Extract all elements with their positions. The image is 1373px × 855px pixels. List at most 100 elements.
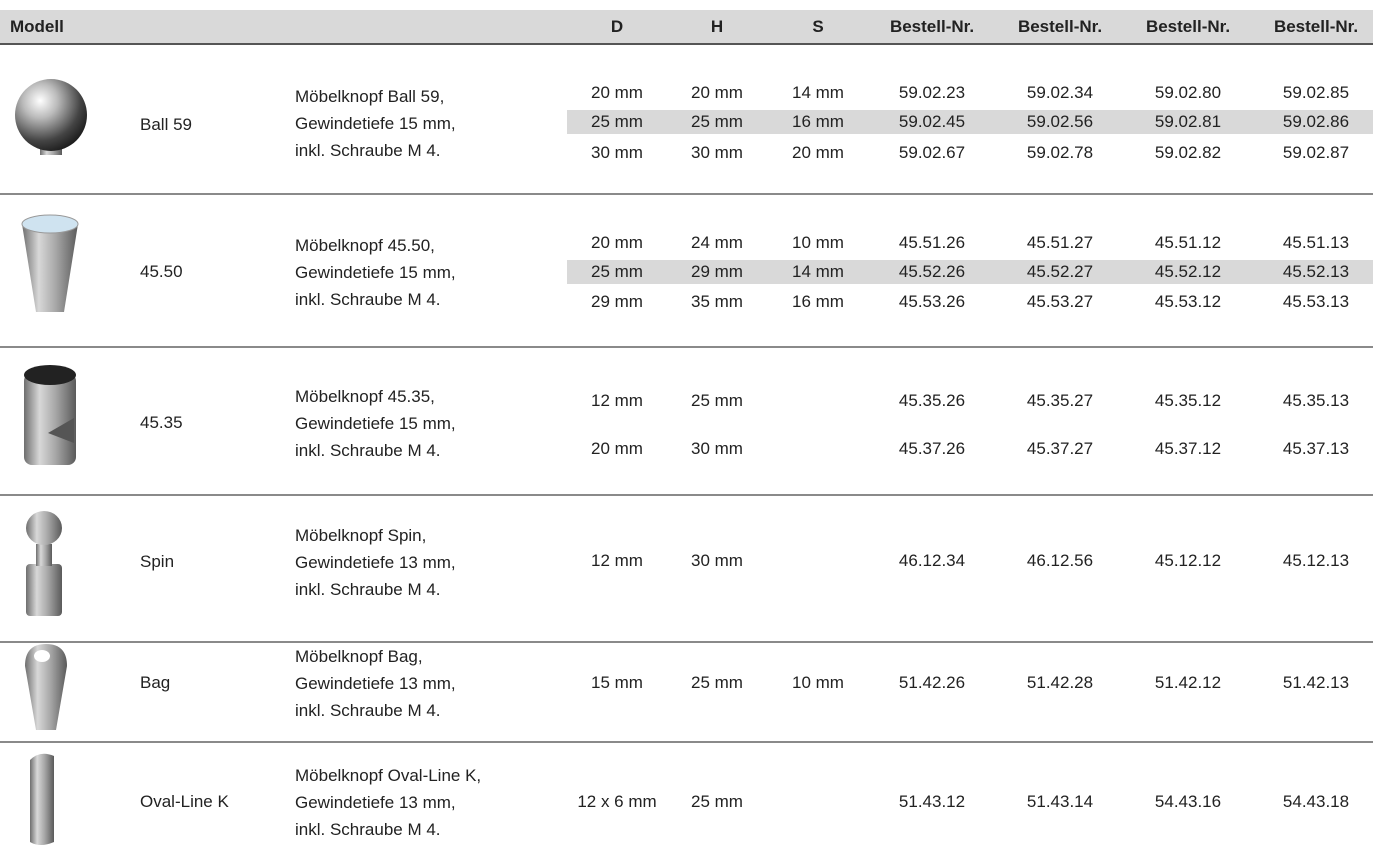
order-number: 59.02.45 — [898, 112, 966, 131]
order-number: 51.43.12 — [898, 792, 966, 811]
dimension-d: 12 mm — [591, 551, 643, 570]
description-line: Möbelknopf Ball 59, — [295, 87, 445, 106]
dimension-d: 29 mm — [591, 292, 643, 311]
order-number: 59.02.56 — [1026, 112, 1094, 131]
order-number: 45.37.26 — [898, 439, 966, 458]
header-cell: Bestell-Nr. — [1145, 17, 1231, 36]
dimension-d: 25 mm — [591, 112, 643, 131]
description-line: inkl. Schraube M 4. — [295, 820, 441, 839]
description-line: inkl. Schraube M 4. — [295, 141, 441, 160]
dimension-d: 12 mm — [591, 391, 643, 410]
description-line: Gewindetiefe 15 mm, — [295, 114, 456, 133]
product-name: 45.50 — [140, 262, 183, 281]
dimension-s: 10 mm — [792, 233, 844, 252]
order-number: 45.35.27 — [1026, 391, 1094, 410]
header-cell: Bestell-Nr. — [1017, 17, 1103, 36]
description-line: Möbelknopf 45.50, — [295, 236, 435, 255]
order-number: 46.12.34 — [898, 551, 966, 570]
product-image — [26, 511, 62, 616]
description-line: inkl. Schraube M 4. — [295, 701, 441, 720]
dimension-d: 20 mm — [591, 233, 643, 252]
dimension-d: 20 mm — [591, 439, 643, 458]
order-number: 59.02.78 — [1026, 143, 1094, 162]
dimension-h: 30 mm — [691, 143, 743, 162]
product-image — [24, 365, 76, 465]
header-cell: Modell — [10, 17, 64, 36]
product-image — [15, 79, 87, 155]
dimension-d: 20 mm — [591, 83, 643, 102]
description-line: Möbelknopf Bag, — [295, 647, 423, 666]
dimension-h: 29 mm — [691, 262, 743, 281]
order-number: 45.35.12 — [1154, 391, 1222, 410]
product-name: Spin — [140, 552, 175, 571]
dimension-h: 30 mm — [691, 551, 743, 570]
separator — [0, 346, 1373, 348]
header-cell: D — [610, 17, 624, 36]
description-line: Gewindetiefe 13 mm, — [295, 674, 456, 693]
order-number: 54.43.16 — [1154, 792, 1222, 811]
order-number: 59.02.81 — [1154, 112, 1222, 131]
dimension-h: 20 mm — [691, 83, 743, 102]
dimension-s: 10 mm — [792, 673, 844, 692]
order-number: 51.43.14 — [1026, 792, 1094, 811]
order-number: 45.51.26 — [898, 233, 966, 252]
order-number: 59.02.86 — [1282, 112, 1350, 131]
header-band — [0, 10, 1373, 43]
dimension-d: 12 x 6 mm — [577, 792, 657, 811]
order-number: 45.35.26 — [898, 391, 966, 410]
separator — [0, 193, 1373, 195]
dimension-h: 30 mm — [691, 439, 743, 458]
description-line: inkl. Schraube M 4. — [295, 290, 441, 309]
order-number: 45.53.27 — [1026, 292, 1094, 311]
description-line: Gewindetiefe 13 mm, — [295, 793, 456, 812]
dimension-h: 24 mm — [691, 233, 743, 252]
dimension-d: 25 mm — [591, 262, 643, 281]
header-cell: Bestell-Nr. — [1273, 17, 1359, 36]
order-number: 45.12.13 — [1282, 551, 1350, 570]
dimension-s: 14 mm — [792, 262, 844, 281]
separator — [0, 741, 1373, 743]
dimension-h: 25 mm — [691, 112, 743, 131]
description-line: Gewindetiefe 13 mm, — [295, 553, 456, 572]
dimension-s: 14 mm — [792, 83, 844, 102]
description-line: Möbelknopf Oval-Line K, — [295, 766, 482, 785]
product-image — [25, 644, 67, 730]
description-line: Gewindetiefe 15 mm, — [295, 414, 456, 433]
dimension-s: 16 mm — [792, 292, 844, 311]
order-number: 45.12.12 — [1154, 551, 1222, 570]
order-number: 45.51.12 — [1154, 233, 1222, 252]
description-line: inkl. Schraube M 4. — [295, 580, 441, 599]
description-line: Möbelknopf 45.35, — [295, 387, 435, 406]
row-highlight — [567, 260, 1373, 284]
product-image — [21, 214, 79, 312]
order-number: 59.02.80 — [1154, 83, 1222, 102]
order-number: 45.51.13 — [1282, 233, 1350, 252]
order-number: 45.52.13 — [1282, 262, 1350, 281]
separator — [0, 641, 1373, 643]
description-line: inkl. Schraube M 4. — [295, 441, 441, 460]
order-number: 45.37.12 — [1154, 439, 1222, 458]
order-number: 45.52.27 — [1026, 262, 1094, 281]
product-name: Ball 59 — [140, 115, 192, 134]
dimension-d: 15 mm — [591, 673, 643, 692]
order-number: 59.02.87 — [1282, 143, 1350, 162]
dimension-s: 20 mm — [792, 143, 844, 162]
order-number: 45.52.26 — [898, 262, 966, 281]
order-number: 45.52.12 — [1154, 262, 1222, 281]
description-line: Gewindetiefe 15 mm, — [295, 263, 456, 282]
order-number: 45.35.13 — [1282, 391, 1350, 410]
order-number: 45.53.26 — [898, 292, 966, 311]
dimension-h: 35 mm — [691, 292, 743, 311]
product-name: Bag — [140, 673, 171, 692]
order-number: 51.42.26 — [898, 673, 966, 692]
description-line: Möbelknopf Spin, — [295, 526, 427, 545]
order-number: 59.02.85 — [1282, 83, 1350, 102]
row-highlight — [567, 110, 1373, 134]
order-number: 54.43.18 — [1282, 792, 1350, 811]
order-number: 59.02.34 — [1026, 83, 1094, 102]
header-cell: Bestell-Nr. — [889, 17, 975, 36]
order-number: 46.12.56 — [1026, 551, 1094, 570]
product-name: 45.35 — [140, 413, 183, 432]
order-number: 45.51.27 — [1026, 233, 1094, 252]
